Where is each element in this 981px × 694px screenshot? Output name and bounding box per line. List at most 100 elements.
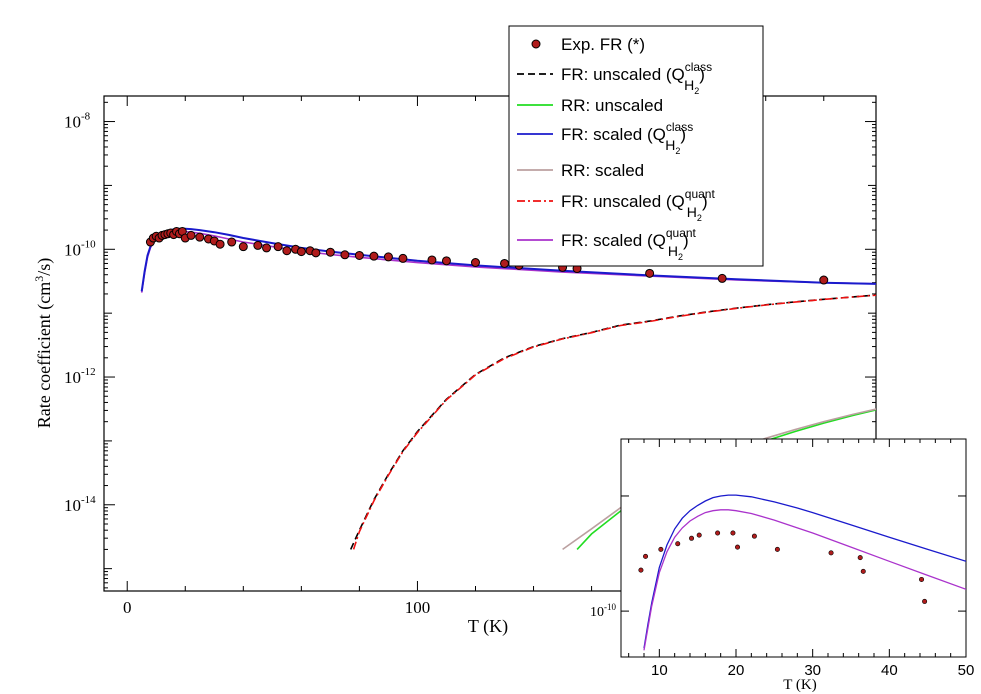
legend-label-subsub: 2 bbox=[678, 252, 683, 262]
legend-label-sup: quant bbox=[685, 187, 716, 201]
main-experimental-markers bbox=[145, 226, 915, 287]
exp-data-point bbox=[354, 250, 364, 260]
inset-exp-data-point bbox=[675, 541, 681, 547]
inset-exp-data-point bbox=[715, 530, 721, 536]
y-tick-label: 10-8 bbox=[64, 111, 91, 132]
inset-exp-data-point bbox=[730, 530, 736, 536]
exp-data-point bbox=[470, 258, 480, 268]
exp-data-point bbox=[325, 247, 335, 257]
legend-label-name: FR: scaled (Q bbox=[561, 231, 666, 250]
exp-data-point bbox=[215, 239, 225, 249]
inset-exp-data-point bbox=[735, 544, 741, 550]
y-tick-base: 10 bbox=[64, 496, 81, 515]
legend-label-sup: quant bbox=[666, 226, 697, 240]
legend-label: RR: unscaled bbox=[561, 96, 663, 115]
legend-label-subsub: 2 bbox=[675, 146, 680, 156]
x-tick-label: 0 bbox=[123, 598, 132, 617]
exp-data-point bbox=[441, 256, 451, 266]
x-tick-label: 100 bbox=[405, 598, 431, 617]
inset-x-axis-label: T (K) bbox=[783, 677, 816, 693]
inset-background bbox=[621, 439, 966, 657]
y-tick-base: 10 bbox=[64, 113, 81, 132]
legend-label: Exp. FR (*) bbox=[561, 35, 645, 54]
exp-data-point bbox=[195, 232, 205, 242]
legend-symbol-marker bbox=[531, 39, 541, 49]
legend-label-close: ) bbox=[680, 125, 686, 144]
inset-series-curves bbox=[643, 494, 966, 651]
legend-label: FR: scaled (Qclass H2) bbox=[561, 120, 693, 156]
exp-data-point bbox=[907, 279, 915, 287]
main-plot-frame bbox=[103, 95, 877, 592]
exp-data-point bbox=[427, 255, 437, 265]
legend-label-close: ) bbox=[699, 65, 705, 84]
legend-label-close: ) bbox=[683, 231, 689, 250]
inset-exp-data-point bbox=[922, 598, 928, 604]
legend-label: FR: scaled (Qquant H2) bbox=[561, 226, 697, 262]
y-tick-label: 10-10 bbox=[64, 238, 96, 259]
legend-label-subsub: 2 bbox=[697, 213, 702, 223]
inset-x-tick-label: 30 bbox=[804, 662, 821, 679]
legend-box bbox=[508, 25, 764, 267]
legend-entries: Exp. FR (*)FR: unscaled (Qclass H2)RR: un… bbox=[517, 35, 715, 262]
inset-exp-data-point bbox=[919, 576, 925, 582]
inset-exp-data-point bbox=[857, 555, 863, 561]
inset-y-tick-base: 10 bbox=[590, 605, 604, 620]
legend-label-name: FR: scaled (Q bbox=[561, 125, 666, 144]
exp-data-point bbox=[186, 230, 196, 240]
legend-label-sub: H bbox=[687, 204, 697, 220]
legend-label-close: ) bbox=[702, 192, 708, 211]
inset-experimental-markers bbox=[638, 530, 928, 604]
inset-exp-data-point bbox=[658, 546, 664, 552]
legend-label-name: RR: unscaled bbox=[561, 96, 663, 115]
y-tick-label: 10-12 bbox=[64, 366, 96, 387]
exp-data-point bbox=[383, 252, 393, 262]
legend-label-name: RR: scaled bbox=[561, 161, 644, 180]
inset-x-tick-label: 50 bbox=[958, 662, 975, 679]
exp-data-point bbox=[819, 275, 829, 285]
exp-data-point bbox=[311, 248, 321, 258]
y-tick-base: 10 bbox=[64, 368, 81, 387]
legend-label-sup: class bbox=[685, 60, 712, 74]
inset-y-tick-exponent: -10 bbox=[604, 602, 616, 612]
inset-exp-data-point bbox=[751, 533, 757, 539]
inset-exp-data-point bbox=[696, 532, 702, 538]
y-tick-exponent: -14 bbox=[81, 494, 96, 506]
inset-y-tick-label: 10-10 bbox=[590, 602, 616, 620]
legend-label: RR: scaled bbox=[561, 161, 644, 180]
exp-data-point bbox=[500, 258, 510, 268]
legend-label-name: FR: unscaled (Q bbox=[561, 65, 685, 84]
legend-label: FR: unscaled (Qclass H2) bbox=[561, 60, 712, 96]
exp-data-point bbox=[645, 268, 655, 278]
inset-series-curve-1 bbox=[643, 494, 966, 649]
exp-data-point bbox=[273, 242, 283, 252]
exp-data-point bbox=[340, 250, 350, 260]
legend-label: FR: unscaled (Qquant H2) bbox=[561, 187, 715, 223]
y-tick-exponent: -10 bbox=[81, 238, 96, 250]
legend-label-name: Exp. FR (*) bbox=[561, 35, 645, 54]
inset-exp-data-point bbox=[860, 568, 866, 574]
exp-data-point bbox=[282, 246, 292, 256]
y-tick-base: 10 bbox=[64, 240, 81, 259]
inset-exp-data-point bbox=[774, 546, 780, 552]
legend-label-sub: H bbox=[665, 137, 675, 153]
inset-frame bbox=[620, 438, 967, 658]
y-axis-label-main: Rate coefficient (cm bbox=[34, 282, 55, 429]
exp-data-point bbox=[369, 251, 379, 261]
exp-data-point bbox=[253, 240, 263, 250]
exp-data-point bbox=[238, 242, 248, 252]
inset-exp-data-point bbox=[638, 567, 644, 573]
exp-data-point bbox=[262, 243, 272, 253]
legend: Exp. FR (*)FR: unscaled (Qclass H2)RR: un… bbox=[508, 25, 764, 267]
legend-label-sup: class bbox=[666, 120, 693, 134]
exp-data-point bbox=[227, 237, 237, 247]
y-tick-exponent: -12 bbox=[81, 366, 96, 378]
inset-exp-data-point bbox=[689, 535, 695, 541]
inset-x-tick-label: 10 bbox=[651, 662, 668, 679]
y-axis-label-sup: 3 bbox=[32, 276, 46, 282]
y-axis-label-end: /s) bbox=[34, 258, 55, 276]
inset-exp-data-point bbox=[643, 553, 649, 559]
series-curve-5 bbox=[352, 294, 876, 550]
